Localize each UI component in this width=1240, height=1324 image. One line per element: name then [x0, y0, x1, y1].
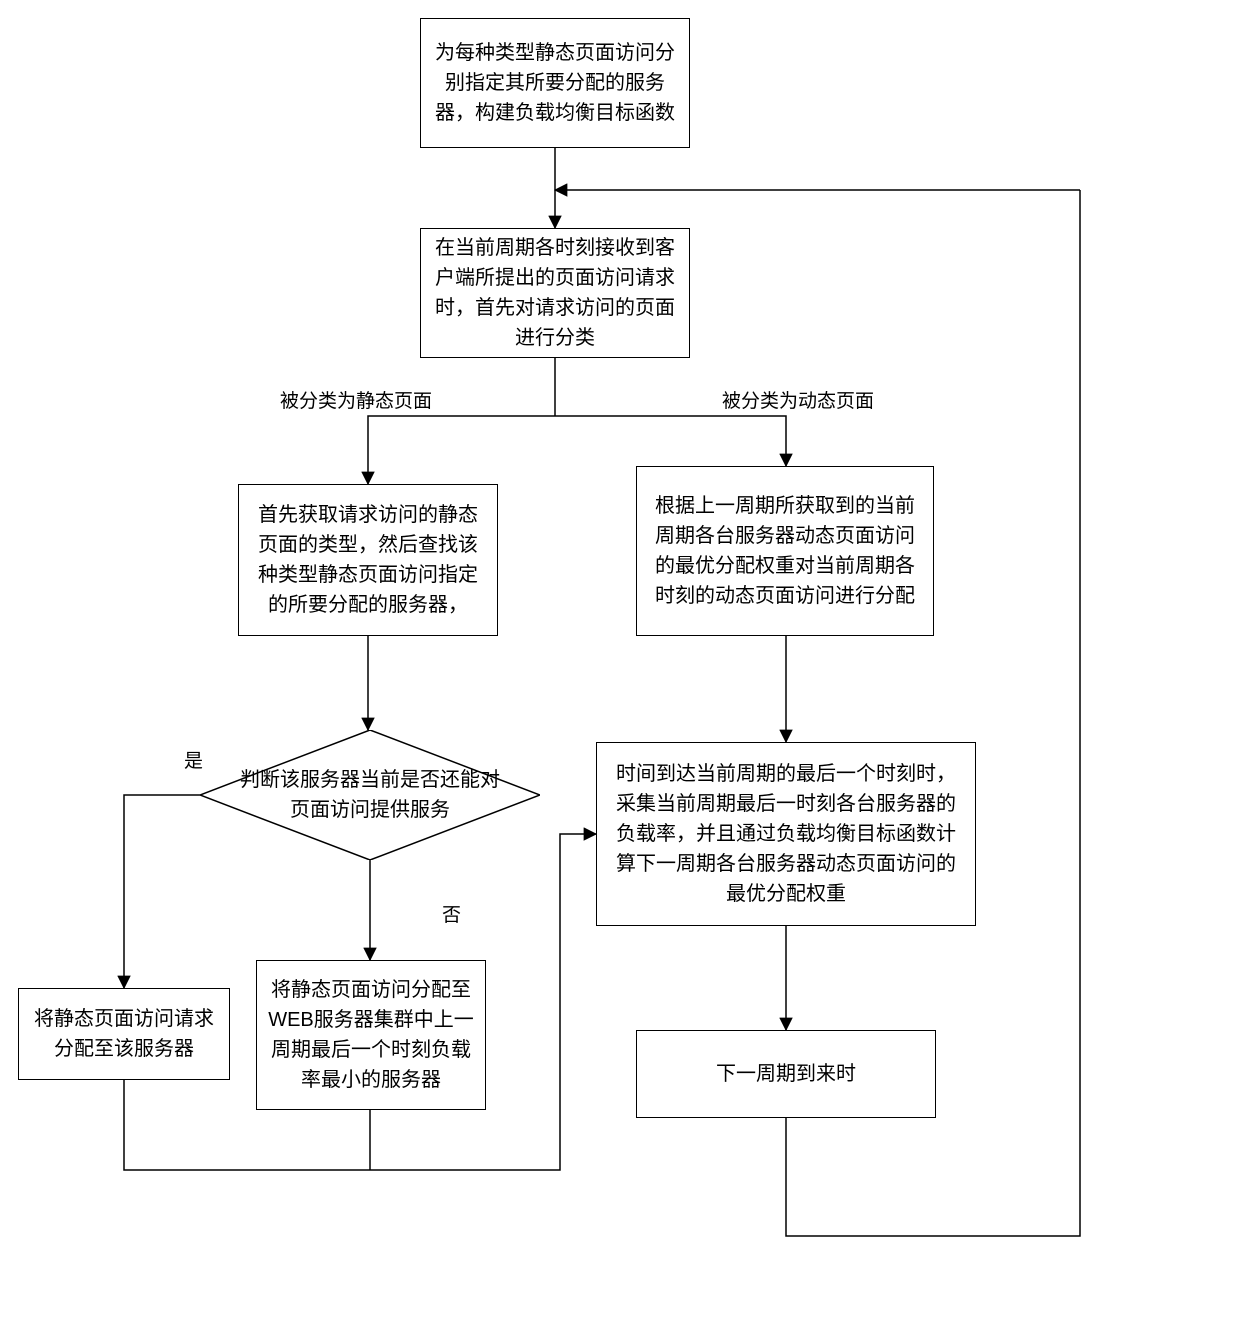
node-d1: 判断该服务器当前是否还能对页面访问提供服务	[200, 730, 540, 860]
node-n5-text: 时间到达当前周期的最后一个时刻时，采集当前周期最后一时刻各台服务器的负载率，并且…	[607, 759, 965, 909]
node-n3: 首先获取请求访问的静态页面的类型，然后查找该种类型静态页面访问指定的所要分配的服…	[238, 484, 498, 636]
node-n4: 根据上一周期所获取到的当前周期各台服务器动态页面访问的最优分配权重对当前周期各时…	[636, 466, 934, 636]
node-n6-text: 将静态页面访问请求分配至该服务器	[29, 1004, 219, 1064]
node-n3-text: 首先获取请求访问的静态页面的类型，然后查找该种类型静态页面访问指定的所要分配的服…	[249, 500, 487, 620]
edge-label-no: 否	[440, 900, 463, 927]
node-d1-text: 判断该服务器当前是否还能对页面访问提供服务	[240, 769, 500, 821]
node-n2: 在当前周期各时刻接收到客户端所提出的页面访问请求时，首先对请求访问的页面进行分类	[420, 228, 690, 358]
node-n2-text: 在当前周期各时刻接收到客户端所提出的页面访问请求时，首先对请求访问的页面进行分类	[431, 233, 679, 353]
edge-label-static: 被分类为静态页面	[278, 386, 434, 413]
edge-label-dynamic: 被分类为动态页面	[720, 386, 876, 413]
node-n5: 时间到达当前周期的最后一个时刻时，采集当前周期最后一时刻各台服务器的负载率，并且…	[596, 742, 976, 926]
node-n7: 将静态页面访问分配至WEB服务器集群中上一周期最后一个时刻负载率最小的服务器	[256, 960, 486, 1110]
node-n1: 为每种类型静态页面访问分别指定其所要分配的服务器，构建负载均衡目标函数	[420, 18, 690, 148]
node-n6: 将静态页面访问请求分配至该服务器	[18, 988, 230, 1080]
flowchart-canvas: 为每种类型静态页面访问分别指定其所要分配的服务器，构建负载均衡目标函数 在当前周…	[0, 0, 1240, 1324]
node-n7-text: 将静态页面访问分配至WEB服务器集群中上一周期最后一个时刻负载率最小的服务器	[267, 975, 475, 1095]
node-n1-text: 为每种类型静态页面访问分别指定其所要分配的服务器，构建负载均衡目标函数	[431, 38, 679, 128]
node-n8: 下一周期到来时	[636, 1030, 936, 1118]
edge-label-yes: 是	[182, 746, 205, 773]
node-n8-text: 下一周期到来时	[716, 1059, 856, 1089]
flowchart-edges	[0, 0, 1240, 1324]
node-n4-text: 根据上一周期所获取到的当前周期各台服务器动态页面访问的最优分配权重对当前周期各时…	[647, 491, 923, 611]
